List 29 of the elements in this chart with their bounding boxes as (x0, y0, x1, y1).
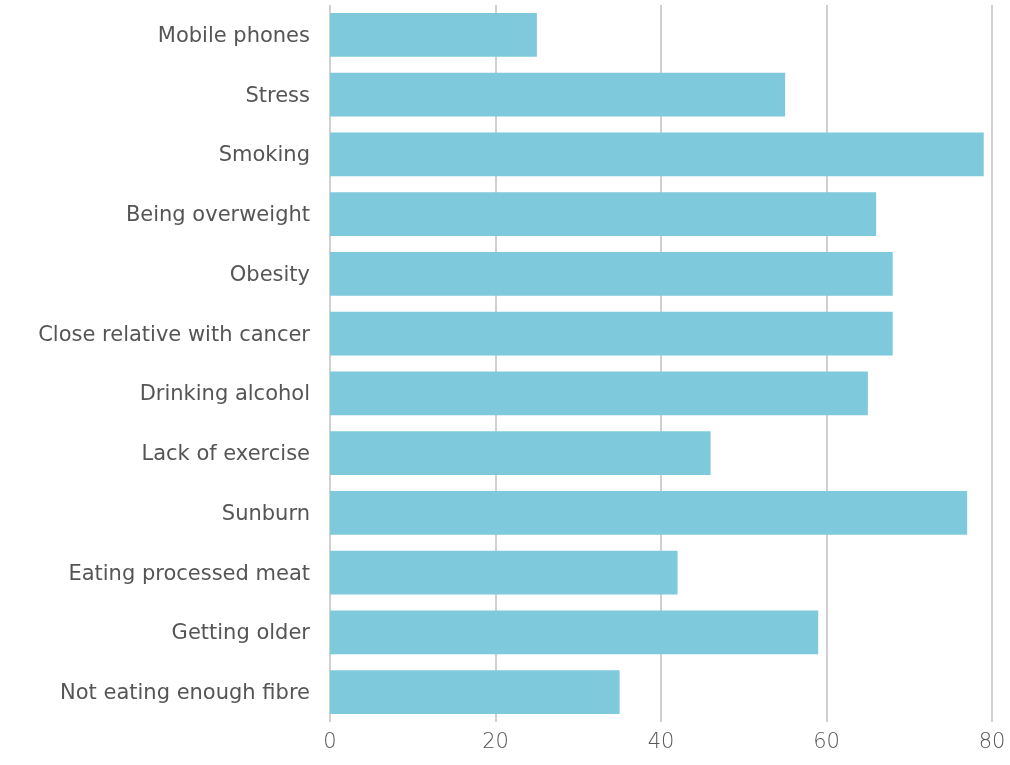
y-tick-label: Being overweight (125, 202, 310, 227)
x-tick-label: 20 (482, 728, 509, 753)
bar (330, 670, 620, 714)
x-tick-label: 0 (323, 728, 337, 753)
bar (330, 252, 893, 296)
bar (330, 311, 893, 356)
x-tick-label: 40 (647, 728, 675, 753)
y-tick-label: Mobile phones (157, 22, 310, 47)
bar (330, 72, 786, 117)
bar (330, 610, 819, 655)
y-tick-label: Drinking alcohol (139, 381, 310, 406)
x-tick-label: 60 (813, 728, 840, 753)
bar (330, 192, 877, 236)
bar (330, 431, 711, 475)
y-tick-label: Stress (245, 82, 310, 107)
y-tick-label: Not eating enough fibre (60, 680, 310, 705)
y-tick-label: Close relative with cancer (38, 321, 311, 346)
y-tick-label: Lack of exercise (141, 441, 310, 466)
x-tick-label: 80 (978, 728, 1006, 753)
bar (330, 550, 678, 595)
y-tick-label: Sunburn (221, 500, 310, 525)
y-tick-label: Eating processed meat (68, 560, 310, 585)
y-tick-label: Smoking (218, 142, 310, 167)
bar (330, 491, 968, 535)
y-tick-label: Getting older (171, 620, 311, 645)
y-tick-label: Obesity (229, 261, 310, 286)
bar (330, 13, 537, 57)
bar (330, 132, 984, 177)
bar (330, 371, 868, 416)
